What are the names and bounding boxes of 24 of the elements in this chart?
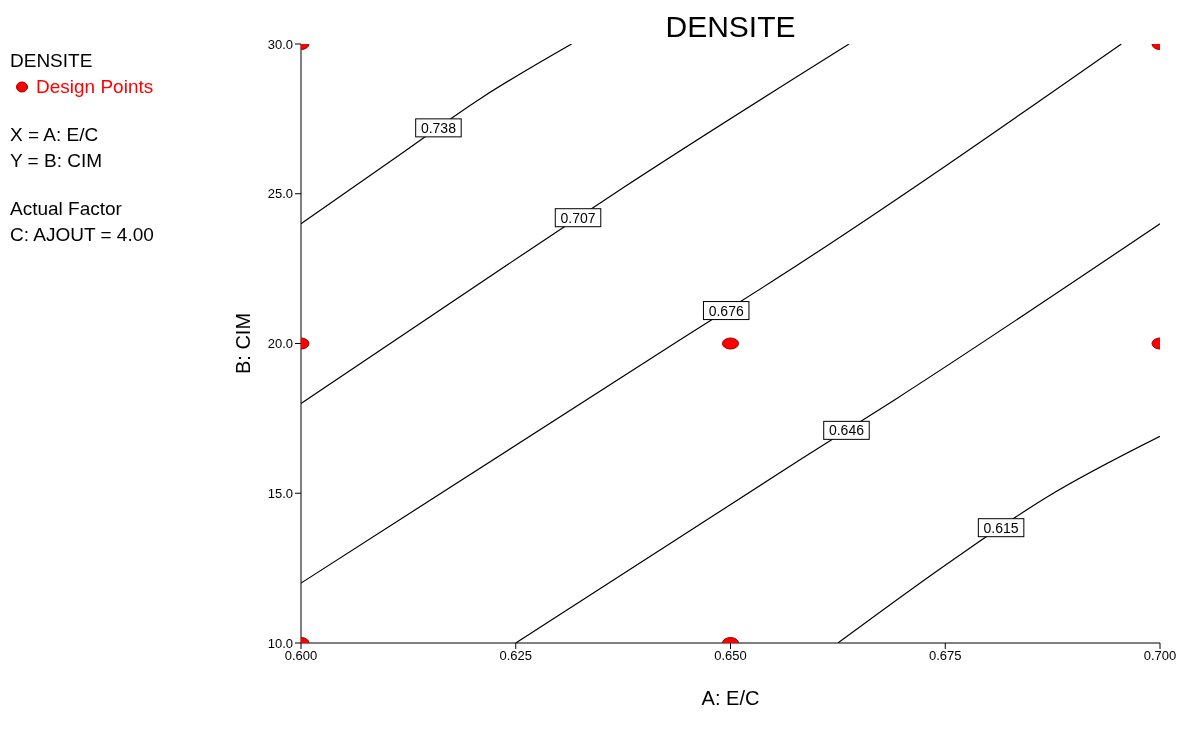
x-tick-label: 0.600: [284, 648, 318, 664]
y-axis-title: B: CIM: [232, 312, 255, 375]
text: C: AJOUT = 4.00: [10, 223, 154, 247]
legend-title: DENSITE: [10, 49, 94, 73]
series-label: 0.615: [983, 519, 1019, 536]
legend-label: Design Points: [36, 75, 154, 99]
y-tick-label: 20.0: [267, 336, 293, 352]
x-tick-label: 0.650: [714, 648, 747, 664]
x-tick-label: 0.675: [928, 648, 962, 664]
text: Actual Factor: [10, 197, 123, 221]
y-tick-label: 15.0: [267, 485, 293, 501]
text: X = A: E/C: [10, 123, 100, 147]
text: Y = B: CIM: [10, 149, 104, 173]
x-tick-label: 0.625: [499, 648, 533, 664]
y-tick-label: 30.0: [267, 36, 293, 52]
series-label: 0.646: [828, 422, 865, 439]
x-axis-title: A: E/C: [701, 687, 760, 709]
y-tick-label: 25.0: [267, 186, 293, 202]
series-label: 0.707: [560, 209, 596, 226]
x-tick-label: 0.700: [1143, 648, 1177, 664]
chart-title: DENSITE: [664, 10, 797, 44]
series-label: 0.676: [708, 302, 744, 319]
y-tick-label: 10.0: [267, 635, 293, 651]
series-label: 0.738: [420, 119, 457, 136]
